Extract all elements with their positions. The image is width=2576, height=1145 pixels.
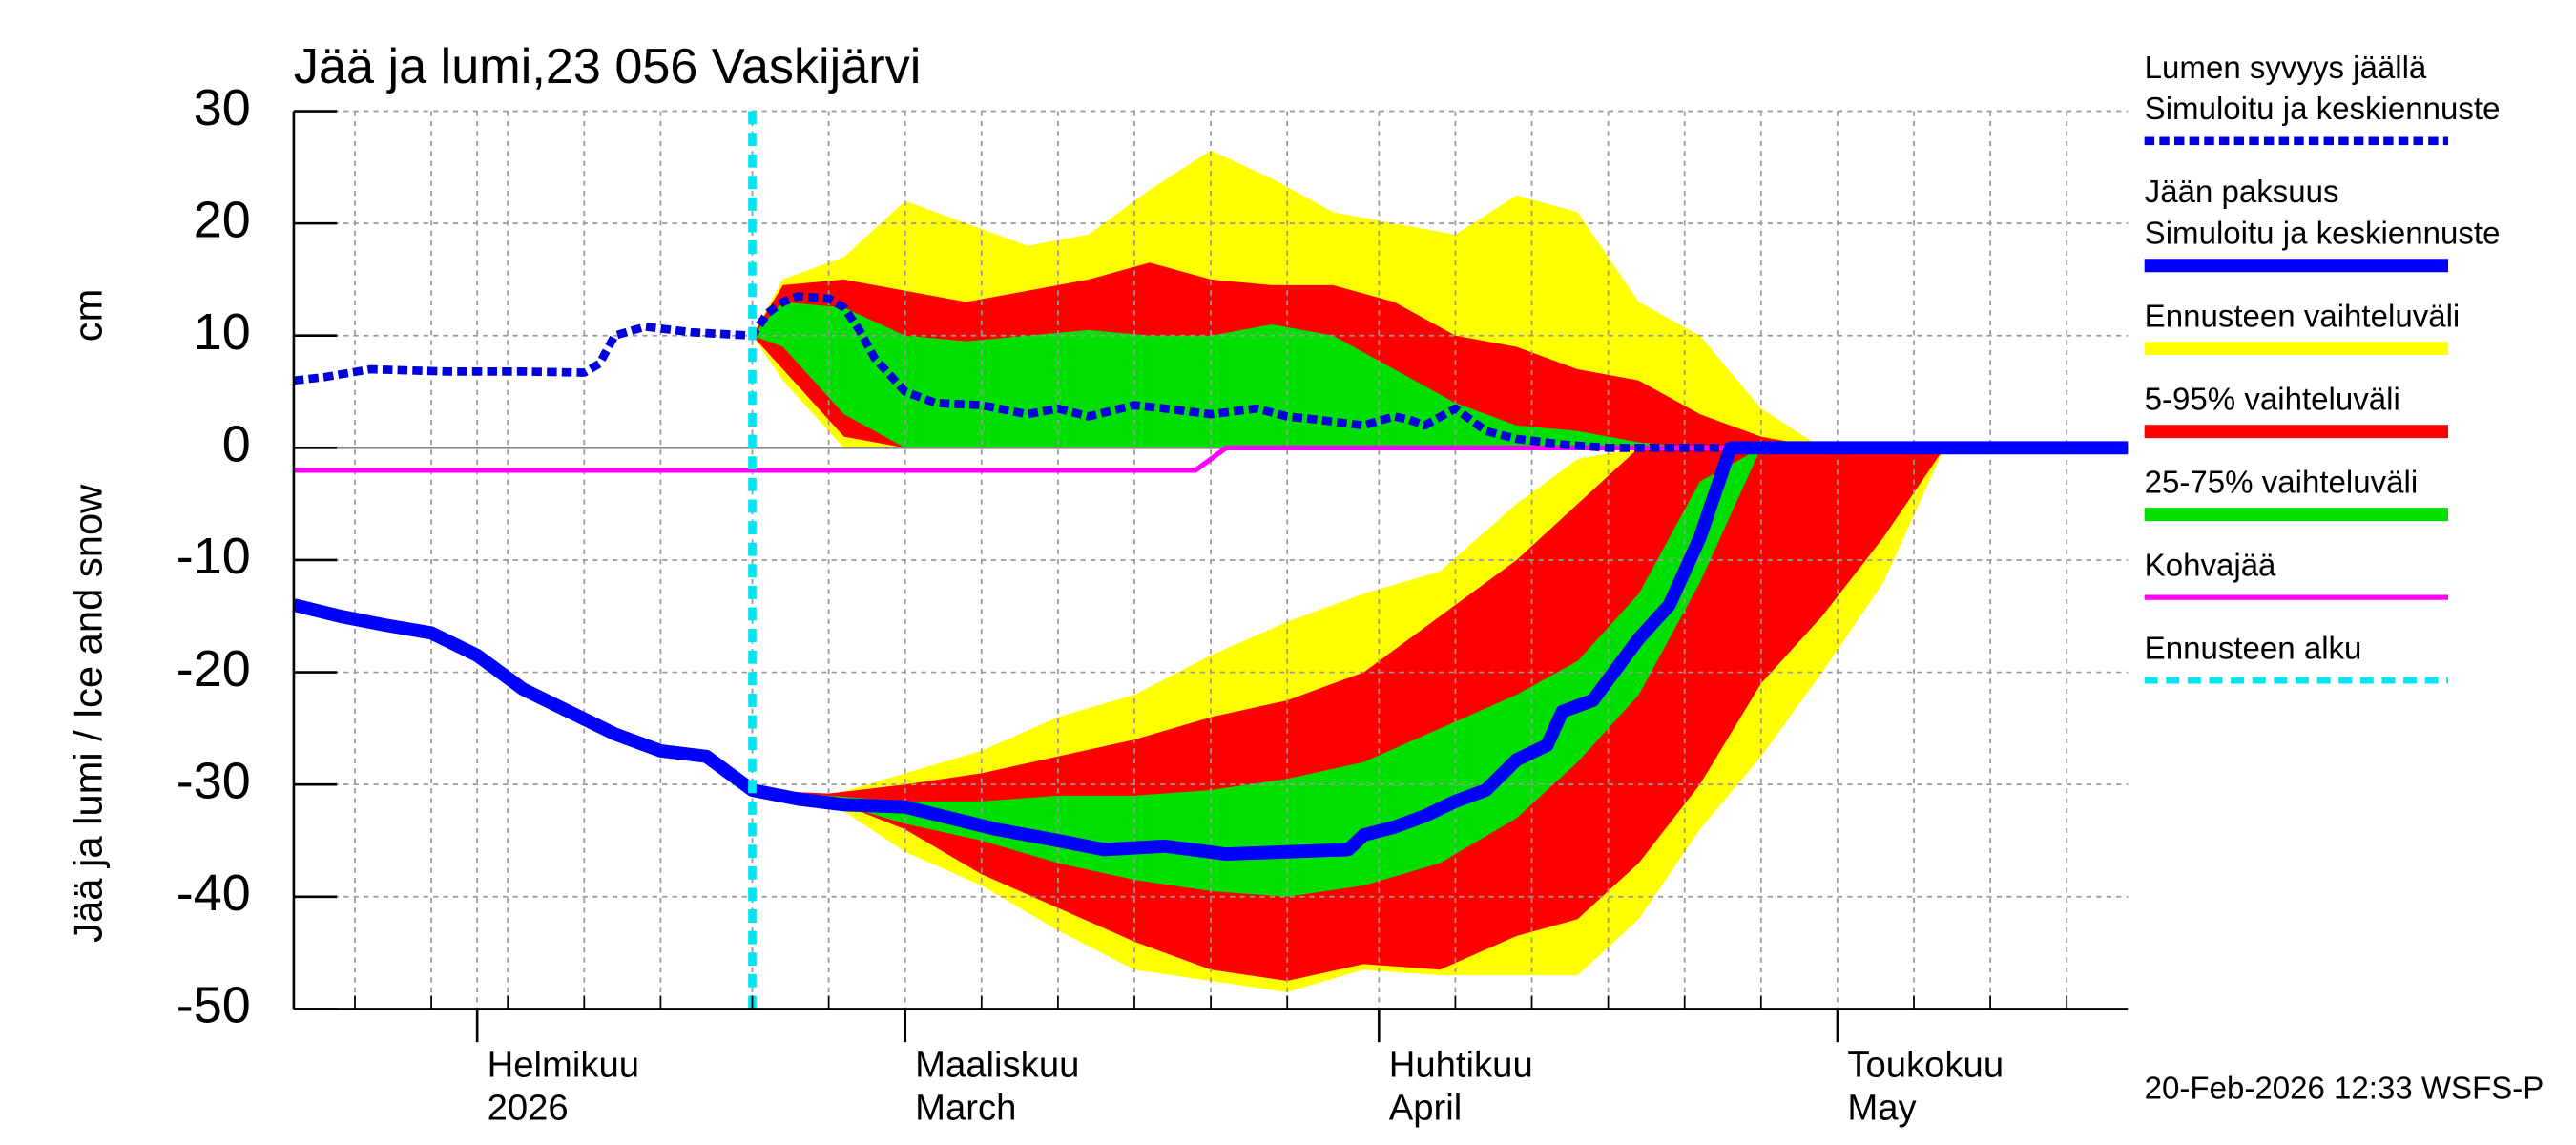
x-tick-label: Helmikuu: [488, 1044, 639, 1085]
series-line: [293, 292, 2129, 452]
legend-label: Lumen syvyys jäällä: [2145, 51, 2427, 86]
series-line: [293, 445, 2129, 473]
series-line: [292, 441, 2129, 862]
legend-label: Simuloitu ja keskiennuste: [2145, 217, 2501, 252]
bands: [752, 150, 1945, 992]
legend-label: Jään paksuus: [2145, 175, 2339, 210]
legend-label: Simuloitu ja keskiennuste: [2145, 92, 2501, 127]
y-tick-label: 0: [222, 416, 251, 473]
y-tick-label: -10: [177, 528, 251, 585]
y-axis-label: Jää ja lumi / Ice and snow: [66, 484, 111, 943]
y-tick-label: 10: [194, 303, 251, 361]
x-tick-label: May: [1847, 1088, 1917, 1129]
y-tick-label: -50: [177, 977, 251, 1034]
x-tick-label: 2026: [488, 1088, 569, 1129]
y-tick-label: -30: [177, 752, 251, 809]
legend-label: Ennusteen alku: [2145, 631, 2362, 666]
x-tick-label: April: [1389, 1088, 1463, 1129]
grid: [293, 110, 2129, 1010]
x-tick-label: Toukokuu: [1847, 1044, 2004, 1085]
legend-label: 25-75% vaihteluväli: [2145, 466, 2418, 501]
legend-label: Ennusteen vaihteluväli: [2145, 300, 2461, 335]
band-area: [752, 448, 1945, 897]
x-tick-label: Maaliskuu: [915, 1044, 1079, 1085]
lines: [292, 111, 2129, 1010]
y-tick-label: -20: [177, 640, 251, 697]
legend-label: Kohvajää: [2145, 549, 2276, 584]
chart-title: Jää ja lumi,23 056 Vaskijärvi: [294, 39, 921, 94]
footer: 20-Feb-2026 12:33 WSFS-P: [2145, 1071, 2545, 1106]
legend-label: 5-95% vaihteluväli: [2145, 383, 2400, 418]
y-tick-label: 30: [194, 79, 251, 136]
x-tick-label: Huhtikuu: [1389, 1044, 1533, 1085]
legend: Lumen syvyys jäällä Simuloitu ja keskienn…: [2144, 51, 2501, 684]
x-tick-label: March: [915, 1088, 1016, 1129]
y-tick-label: -40: [177, 864, 251, 922]
y-axis-unit: cm: [66, 289, 111, 343]
y-tick-label: 20: [194, 191, 251, 248]
